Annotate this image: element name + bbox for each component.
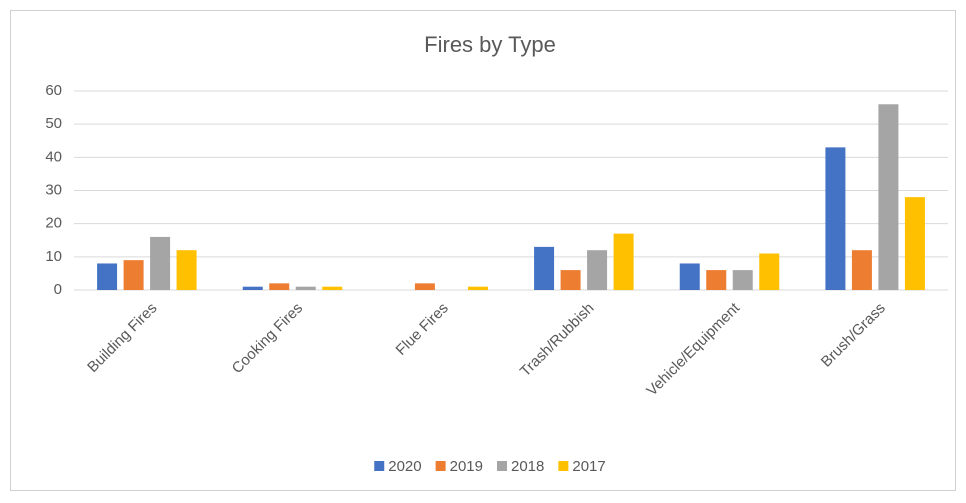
chart-title: Fires by Type bbox=[424, 32, 556, 57]
bar bbox=[467, 286, 488, 290]
y-tick-label: 30 bbox=[45, 181, 62, 198]
bar bbox=[295, 286, 316, 290]
y-tick-label: 50 bbox=[45, 115, 62, 132]
bar bbox=[904, 197, 925, 290]
legend-swatch bbox=[435, 461, 446, 471]
bar bbox=[534, 246, 555, 290]
bar bbox=[97, 263, 118, 290]
bar bbox=[269, 283, 290, 290]
bar bbox=[825, 147, 846, 290]
legend-label: 2017 bbox=[572, 458, 605, 475]
bar bbox=[123, 260, 144, 290]
bar bbox=[587, 250, 608, 290]
bar bbox=[679, 263, 700, 290]
y-tick-label: 10 bbox=[45, 248, 62, 265]
y-tick-label: 40 bbox=[45, 148, 62, 165]
bar bbox=[759, 253, 780, 290]
y-tick-label: 20 bbox=[45, 215, 62, 232]
bar bbox=[851, 250, 872, 290]
bar bbox=[878, 104, 899, 291]
bar bbox=[176, 250, 197, 290]
bar bbox=[414, 283, 435, 290]
bar bbox=[732, 270, 753, 290]
legend-label: 2019 bbox=[450, 458, 483, 475]
legend: 2020 2019 2018 2017 bbox=[374, 458, 606, 475]
bar bbox=[706, 270, 727, 290]
legend-swatch bbox=[558, 461, 569, 471]
y-tick-label: 0 bbox=[54, 281, 62, 298]
bar bbox=[560, 270, 581, 290]
legend-swatch bbox=[497, 461, 507, 471]
legend-swatch bbox=[374, 461, 385, 471]
bar bbox=[322, 286, 343, 290]
legend-label: 2020 bbox=[388, 458, 421, 475]
bar bbox=[242, 286, 263, 290]
bar bbox=[150, 236, 171, 290]
legend-label: 2018 bbox=[511, 458, 544, 475]
bar bbox=[613, 233, 634, 290]
y-tick-label: 60 bbox=[45, 82, 62, 99]
